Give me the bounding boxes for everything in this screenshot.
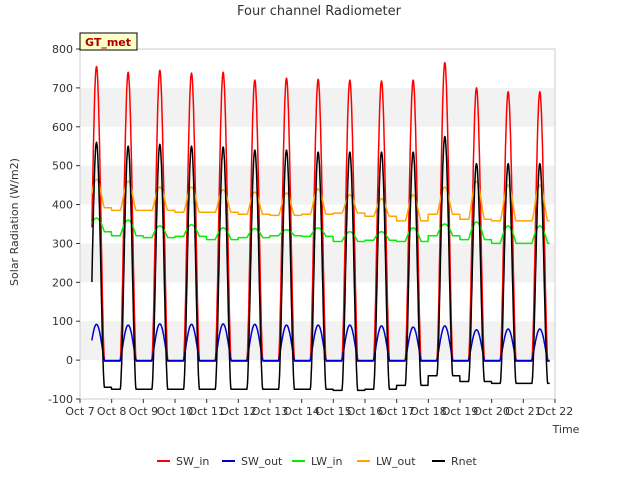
legend-label: LW_in — [311, 455, 343, 468]
grid-band — [80, 165, 555, 205]
x-tick-label: Oct 7 — [65, 405, 95, 418]
legend-label: LW_out — [376, 455, 416, 468]
series-line-SW_out — [91, 323, 551, 362]
x-tick-label: Oct 17 — [378, 405, 415, 418]
x-tick-label: Oct 9 — [129, 405, 159, 418]
legend-label: SW_in — [176, 455, 209, 468]
legend-label: Rnet — [451, 455, 477, 468]
x-tick-label: Oct 15 — [315, 405, 352, 418]
x-tick-label: Oct 8 — [97, 405, 127, 418]
y-tick-label: 200 — [52, 276, 73, 289]
chart-title: Four channel Radiometer — [237, 4, 402, 19]
y-axis-label: Solar Radiation (W/m2) — [8, 158, 21, 286]
x-tick-label: Oct 20 — [473, 405, 510, 418]
y-tick-label: 300 — [52, 237, 73, 250]
x-tick-label: Oct 14 — [283, 405, 320, 418]
x-tick-label: Oct 13 — [252, 405, 289, 418]
x-tick-label: Oct 22 — [537, 405, 574, 418]
annotation-badge: GT_met — [79, 32, 138, 51]
x-tick-label: Oct 12 — [220, 405, 257, 418]
y-tick-label: 800 — [52, 43, 73, 56]
y-tick-label: 100 — [52, 315, 73, 328]
y-tick-label: 400 — [52, 199, 73, 212]
y-tick-label: 700 — [52, 82, 73, 95]
y-tick-label: 500 — [52, 160, 73, 173]
series-line-SW_in — [91, 61, 551, 363]
annotation-label: GT_met — [85, 36, 131, 49]
legend: SW_in SW_out LW_in LW_out Rnet — [157, 455, 477, 468]
x-axis-label: Time — [552, 423, 580, 436]
x-tick-label: Oct 19 — [442, 405, 479, 418]
y-tick-label: -100 — [48, 393, 73, 406]
grid-band — [80, 321, 555, 361]
legend-label: SW_out — [241, 455, 283, 468]
grid-band — [80, 243, 555, 283]
x-tick-label: Oct 21 — [505, 405, 542, 418]
y-tick-label: 0 — [66, 354, 73, 367]
series-line-Rnet — [91, 135, 551, 392]
x-tick-label: Oct 16 — [347, 405, 384, 418]
series-layer — [91, 61, 551, 392]
x-tick-label: Oct 10 — [157, 405, 194, 418]
x-tick-label: Oct 11 — [188, 405, 225, 418]
x-tick-label: Oct 18 — [410, 405, 447, 418]
y-tick-label: 600 — [52, 121, 73, 134]
